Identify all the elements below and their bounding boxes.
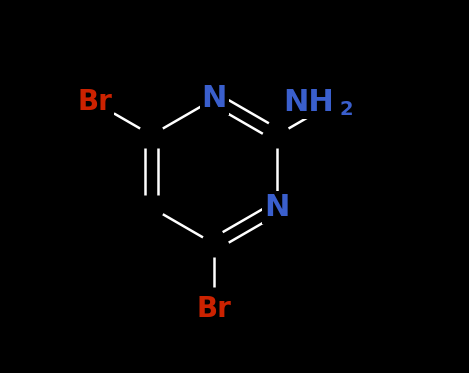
Text: N: N — [202, 84, 227, 113]
Text: 2: 2 — [340, 100, 354, 119]
Text: NH: NH — [283, 88, 334, 117]
Text: Br: Br — [197, 295, 232, 323]
Text: Br: Br — [77, 88, 112, 116]
Text: N: N — [265, 193, 290, 222]
